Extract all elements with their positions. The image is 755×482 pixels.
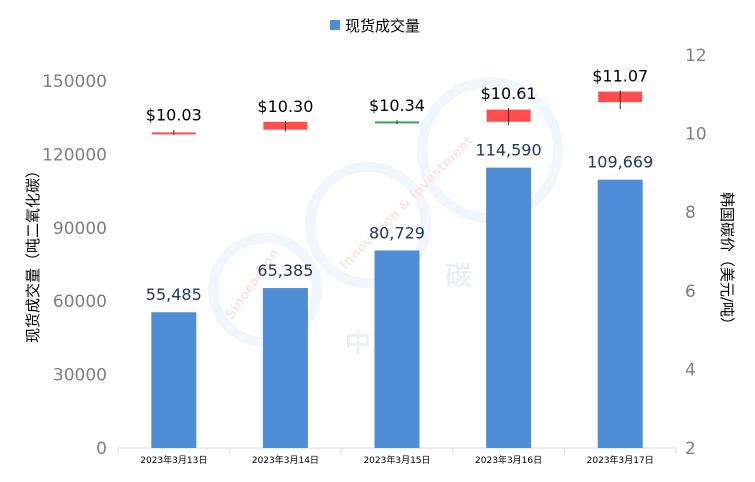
y-axis-left-title: 现货成交量（吨二氧化碳）	[24, 163, 42, 343]
price-series: $10.03 $10.30 $10.34 $10.61 $11.07	[146, 66, 648, 135]
bar-value-label: 55,485	[146, 285, 202, 304]
x-axis: 2023年3月13日 2023年3月14日 2023年3月15日 2023年3月16日…	[117, 448, 677, 466]
y-tick-label-left: 150000	[42, 72, 107, 92]
x-tick-label: 2023年3月15日	[363, 454, 430, 466]
y-tick-label-left: 0	[96, 439, 107, 459]
bar	[597, 179, 643, 448]
price-label: $11.07	[592, 66, 648, 85]
y-tick-label-right: 6	[685, 282, 696, 302]
price-label: $10.61	[481, 84, 537, 103]
svg-text:中: 中	[345, 329, 371, 359]
y-axis-left: 0 30000 60000 90000 120000 150000	[42, 72, 107, 459]
bar-series: 55,485 65,385 80,729 114,590 109,669	[146, 141, 653, 448]
y-axis-right: 2 4 6 8 10 12	[685, 46, 707, 459]
y-tick-label-right: 4	[685, 360, 696, 380]
legend-swatch	[330, 20, 340, 30]
legend: 现货成交量	[330, 17, 420, 35]
price-label: $10.03	[146, 106, 202, 125]
price-label: $10.34	[369, 96, 425, 115]
bar-value-label: 80,729	[369, 223, 425, 242]
x-tick-label: 2023年3月14日	[252, 454, 319, 466]
y-tick-label-left: 60000	[53, 292, 107, 312]
y-tick-label-right: 8	[685, 203, 696, 223]
bar	[151, 312, 197, 448]
y-tick-label-right: 12	[685, 46, 707, 66]
x-tick-label: 2023年3月16日	[475, 454, 542, 466]
bar	[262, 288, 308, 448]
y-tick-label-left: 30000	[53, 366, 107, 386]
x-tick-label: 2023年3月17日	[587, 454, 654, 466]
y-tick-label-left: 90000	[53, 219, 107, 239]
y-tick-label-right: 10	[685, 125, 707, 145]
y-tick-label-right: 2	[685, 439, 696, 459]
legend-label: 现货成交量	[345, 17, 420, 35]
bar	[486, 167, 532, 448]
y-tick-label-left: 120000	[42, 145, 107, 165]
x-tick-label: 2023年3月13日	[140, 454, 207, 466]
svg-text:碳: 碳	[445, 262, 472, 292]
bar	[374, 250, 420, 448]
price-label: $10.30	[257, 97, 313, 116]
y-axis-right-title: 韩国碳价（美元/吨）	[718, 192, 736, 332]
bar-value-label: 109,669	[587, 153, 653, 172]
bar-value-label: 114,590	[476, 141, 542, 160]
bar-value-label: 65,385	[257, 261, 313, 280]
